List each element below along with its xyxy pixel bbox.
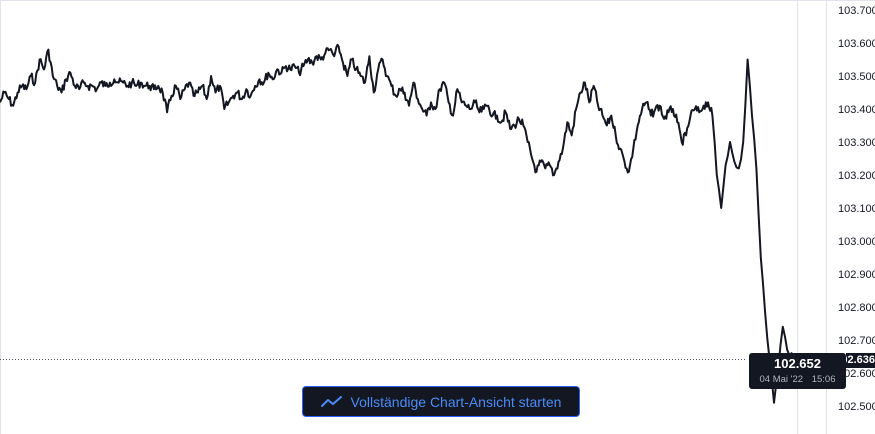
y-tick-label: 103.400: [838, 104, 875, 116]
y-tick-label: 102.500: [838, 401, 875, 413]
y-tick-label: 103.100: [838, 203, 875, 215]
tooltip-price: 102.652: [774, 356, 821, 371]
y-tick-label: 102.700: [838, 335, 875, 347]
y-tick-label: 103.600: [838, 38, 875, 50]
y-tick-label: 102.800: [838, 302, 875, 314]
y-tick-label: 103.000: [838, 236, 875, 248]
y-tick-label: 102.600: [838, 368, 875, 380]
full-chart-button[interactable]: Vollständige Chart-Ansicht starten: [302, 386, 580, 417]
last-price-tooltip: 102.652 04 Mai '22 15:06: [749, 353, 846, 389]
y-tick-label: 103.200: [838, 170, 875, 182]
full-chart-button-label: Vollständige Chart-Ansicht starten: [350, 393, 562, 410]
price-line: [0, 43, 797, 404]
y-tick-label: 103.300: [838, 137, 875, 149]
y-tick-label: 102.900: [838, 269, 875, 281]
tooltip-date: 04 Mai '22: [759, 374, 804, 385]
axis-price-tag: 102.636: [846, 353, 875, 368]
tooltip-time: 15:06: [811, 374, 836, 385]
line-chart-icon: [320, 395, 343, 409]
y-tick-label: 103.500: [838, 71, 875, 83]
y-tick-label: 103.700: [838, 5, 875, 17]
price-axis[interactable]: 103.700 103.600 103.500 103.400 103.300 103.2…: [838, 5, 875, 413]
tooltip-timestamp: 04 Mai '22 15:06: [749, 374, 846, 385]
